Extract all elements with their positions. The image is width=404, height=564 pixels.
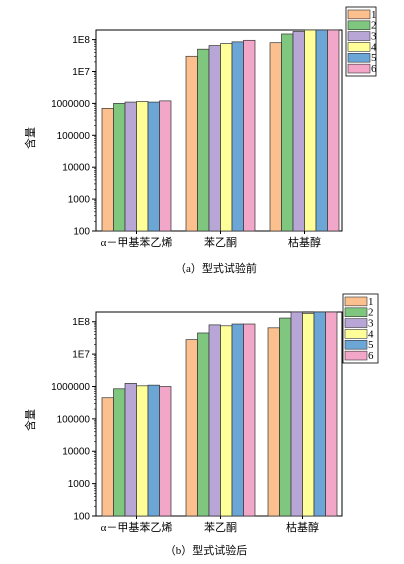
legend-swatch xyxy=(344,329,368,339)
bar-a-series1-cat2 xyxy=(269,42,282,232)
legend-swatch xyxy=(344,350,368,361)
bar-a-series5-cat1 xyxy=(231,41,244,232)
bar-b-series2-cat0 xyxy=(113,388,126,517)
bar-b-series6-cat2 xyxy=(325,311,338,517)
y-tick-label: 100000 xyxy=(57,131,91,142)
caption-a: （a）型式试验前 xyxy=(175,261,257,275)
y-tick-label: 10000 xyxy=(62,163,90,174)
bar-a-series2-cat0 xyxy=(113,103,126,232)
bar-b-series1-cat2 xyxy=(267,327,280,517)
legend-label: 6 xyxy=(368,350,374,362)
bar-b-series6-cat0 xyxy=(159,386,172,517)
legend-label: 5 xyxy=(371,52,377,64)
bar-a-series4-cat2 xyxy=(304,29,317,232)
bar-a-series6-cat2 xyxy=(327,29,340,232)
y-tick-label: 1E8 xyxy=(72,317,90,328)
x-category-label: 苯乙酮 xyxy=(204,235,237,249)
bar-a-series1-cat1 xyxy=(185,55,198,232)
bar-b-series3-cat2 xyxy=(290,311,303,517)
y-tick-label: 1E7 xyxy=(72,350,90,361)
bar-a-series5-cat0 xyxy=(147,101,160,232)
legend-swatch xyxy=(347,9,371,20)
y-tick-label: 100000 xyxy=(57,414,91,425)
x-category-label: 苯乙酮 xyxy=(204,520,237,534)
y-tick-label: 10000 xyxy=(62,447,90,458)
x-category-label: α－甲基苯乙烯 xyxy=(101,520,173,534)
bar-b-series4-cat0 xyxy=(136,385,149,517)
bar-b-series2-cat1 xyxy=(197,332,210,517)
bar-b-series5-cat0 xyxy=(147,384,160,517)
x-category-label: 枯基醇 xyxy=(288,235,321,249)
legend-swatch xyxy=(347,53,371,63)
legend-swatch xyxy=(347,42,371,52)
caption-b: （b）型式试验后 xyxy=(165,543,248,557)
legend-label: 2 xyxy=(371,20,377,32)
legend-swatch xyxy=(344,340,368,350)
y-tick-label: 1000 xyxy=(68,195,91,206)
y-tick-label: 1000000 xyxy=(51,382,90,393)
bar-a-series3-cat2 xyxy=(292,31,305,232)
legend-label: 4 xyxy=(371,41,377,53)
y-axis-label-a: 含量 xyxy=(23,127,37,149)
legend-label: 1 xyxy=(371,9,377,21)
legend-swatch xyxy=(347,63,371,74)
legend-swatch xyxy=(347,20,371,30)
bar-b-series5-cat2 xyxy=(313,311,326,517)
legend-label: 3 xyxy=(368,318,374,330)
bar-a-series3-cat0 xyxy=(124,101,137,232)
y-tick-label: 100 xyxy=(73,227,90,238)
bar-b-series2-cat2 xyxy=(279,317,292,517)
bar-b-series6-cat1 xyxy=(243,323,256,517)
legend-label: 1 xyxy=(368,296,374,308)
y-tick-label: 100 xyxy=(73,512,90,523)
bar-a-series2-cat1 xyxy=(197,48,210,232)
bar-b-series5-cat1 xyxy=(231,323,244,517)
bar-a-series4-cat0 xyxy=(136,101,149,232)
y-axis-label-b: 含量 xyxy=(23,409,37,431)
legend-label: 2 xyxy=(368,307,374,319)
bar-b-series4-cat1 xyxy=(220,325,233,517)
bar-a-series6-cat1 xyxy=(243,39,256,232)
legend-swatch xyxy=(347,31,371,41)
y-tick-label: 1E8 xyxy=(72,35,90,46)
x-category-label: 枯基醇 xyxy=(286,520,319,534)
bar-a-series3-cat1 xyxy=(208,45,221,232)
legend-swatch xyxy=(344,318,368,328)
bar-a-series1-cat0 xyxy=(101,107,114,232)
bar-a-series4-cat1 xyxy=(220,43,233,232)
y-tick-label: 1E7 xyxy=(72,67,90,78)
legend-label: 6 xyxy=(371,63,377,75)
bar-a-series5-cat2 xyxy=(315,29,328,232)
chart-panel-a: 含量 （a）型式试验前 100 1000 10000 100000 1000000 1E7… xyxy=(23,6,377,275)
legend-label: 4 xyxy=(368,328,374,340)
bar-b-series1-cat1 xyxy=(185,339,198,517)
bar-b-series4-cat2 xyxy=(302,313,315,517)
legend-label: 3 xyxy=(371,31,377,43)
y-tick-label: 1000000 xyxy=(51,99,90,110)
chart-panel-b: 含量 （b）型式试验后 100 1000 10000 100000 1000000 1E7… xyxy=(23,293,379,557)
bar-b-series1-cat0 xyxy=(101,397,114,517)
legend-swatch xyxy=(344,296,368,307)
y-tick-label: 1000 xyxy=(68,479,91,490)
bar-a-series2-cat2 xyxy=(281,33,294,232)
legend-label: 5 xyxy=(368,339,374,351)
bar-b-series3-cat0 xyxy=(124,383,137,517)
bar-b-series3-cat1 xyxy=(208,324,221,517)
legend-swatch xyxy=(344,307,368,317)
x-category-label: α－甲基苯乙烯 xyxy=(101,235,173,249)
bar-a-series6-cat0 xyxy=(159,100,172,232)
